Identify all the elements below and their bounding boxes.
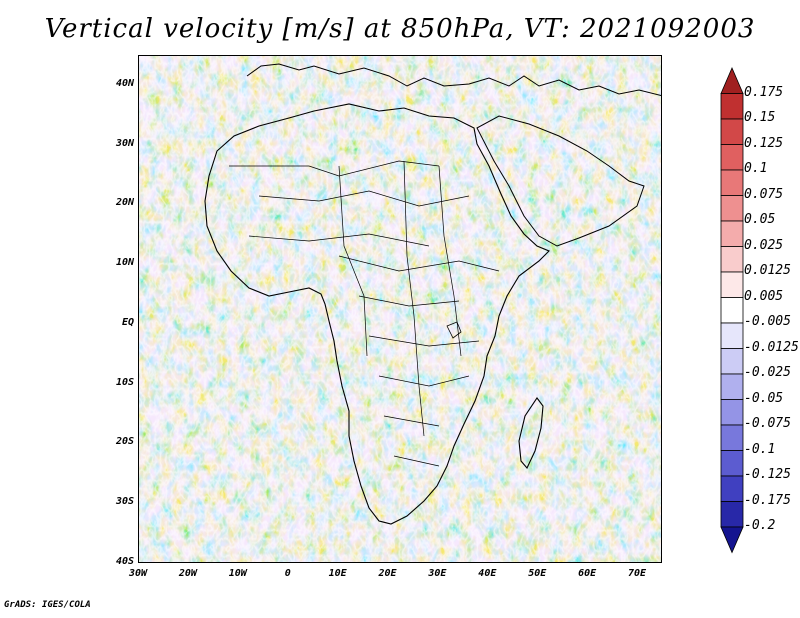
colorbar-level-label: 0.175: [744, 84, 784, 100]
colorbar-level-label: -0.125: [744, 467, 791, 482]
lon-label: 10E: [328, 568, 347, 579]
colorbar-swatch: [720, 348, 744, 375]
map-title: Vertical velocity [m/s] at 850hPa, VT: 2…: [44, 14, 756, 44]
grads-credit: GrADS: IGES/COLA: [4, 600, 91, 610]
colorbar-level-label: 0.005: [744, 288, 784, 304]
colorbar-level-label: -0.1: [744, 441, 776, 457]
colorbar-swatch: [720, 93, 744, 120]
colorbar-swatch: [720, 424, 744, 451]
lon-label: 0: [284, 568, 291, 579]
lat-label: 20S: [115, 436, 134, 448]
lon-label: 70E: [628, 568, 647, 579]
lat-label: 20N: [115, 197, 134, 209]
colorbar-level-label: -0.0125: [744, 339, 799, 355]
colorbar-swatch: [720, 246, 744, 273]
field-streaks: [139, 56, 661, 562]
arabia-coastline: [476, 115, 645, 247]
country-borders: [229, 160, 500, 467]
lon-label: 60E: [578, 568, 597, 579]
colorbar-swatch: [720, 475, 744, 502]
colorbar-level-label: -0.05: [744, 390, 784, 406]
colorbar-level-label: -0.025: [744, 365, 791, 380]
colorbar-swatch: [720, 297, 744, 324]
map-panel: [138, 55, 662, 563]
colorbar-level-label: -0.175: [744, 492, 791, 508]
lat-label: 40N: [115, 77, 134, 89]
velocity-field: [139, 56, 661, 562]
colorbar-level-label: -0.005: [744, 314, 791, 329]
colorbar-swatch: [720, 118, 744, 145]
lon-label: 30W: [128, 568, 148, 579]
colorbar-level-label: 0.125: [744, 135, 784, 151]
colorbar-swatch: [720, 169, 744, 196]
colorbar-level-label: 0.075: [744, 186, 784, 202]
lat-label: EQ: [121, 316, 134, 328]
lon-label: 30E: [428, 568, 447, 579]
colorbar-swatch: [720, 144, 744, 171]
colorbar-swatch: [720, 373, 744, 400]
lon-label: 20W: [178, 568, 197, 579]
lon-label: 20E: [378, 568, 397, 579]
colorbar-level-label: -0.2: [744, 518, 776, 533]
lat-label: 30S: [115, 496, 134, 508]
lat-label: 40S: [115, 556, 134, 567]
colorbar-swatch: [720, 399, 744, 426]
colorbar-swatch: [720, 195, 744, 222]
lat-label: 30N: [115, 137, 134, 149]
colorbar-swatch: [720, 322, 744, 349]
colorbar-swatch: [720, 526, 744, 554]
lon-label: 10W: [228, 568, 247, 579]
lat-label: 10N: [115, 257, 134, 269]
colorbar-level-label: 0.1: [744, 161, 768, 176]
colorbar-level-label: -0.075: [744, 416, 791, 431]
lon-label: 50E: [528, 568, 547, 579]
africa-coastline: [204, 103, 550, 525]
lon-label: 40E: [478, 568, 497, 579]
lat-label: 10S: [115, 376, 134, 388]
colorbar: [720, 66, 744, 554]
colorbar-level-label: 0.05: [744, 212, 776, 227]
colorbar-swatch: [720, 66, 744, 94]
colorbar-swatch: [720, 271, 744, 298]
madagascar-coastline: [518, 397, 544, 470]
colorbar-level-label: 0.15: [744, 110, 776, 125]
colorbar-swatch: [720, 501, 744, 528]
colorbar-swatch: [720, 220, 744, 247]
colorbar-swatch: [720, 450, 744, 477]
europe-coastline: [246, 63, 661, 97]
lake-victoria: [446, 321, 462, 339]
colorbar-level-label: 0.0125: [744, 263, 791, 278]
colorbar-level-label: 0.025: [744, 237, 784, 253]
